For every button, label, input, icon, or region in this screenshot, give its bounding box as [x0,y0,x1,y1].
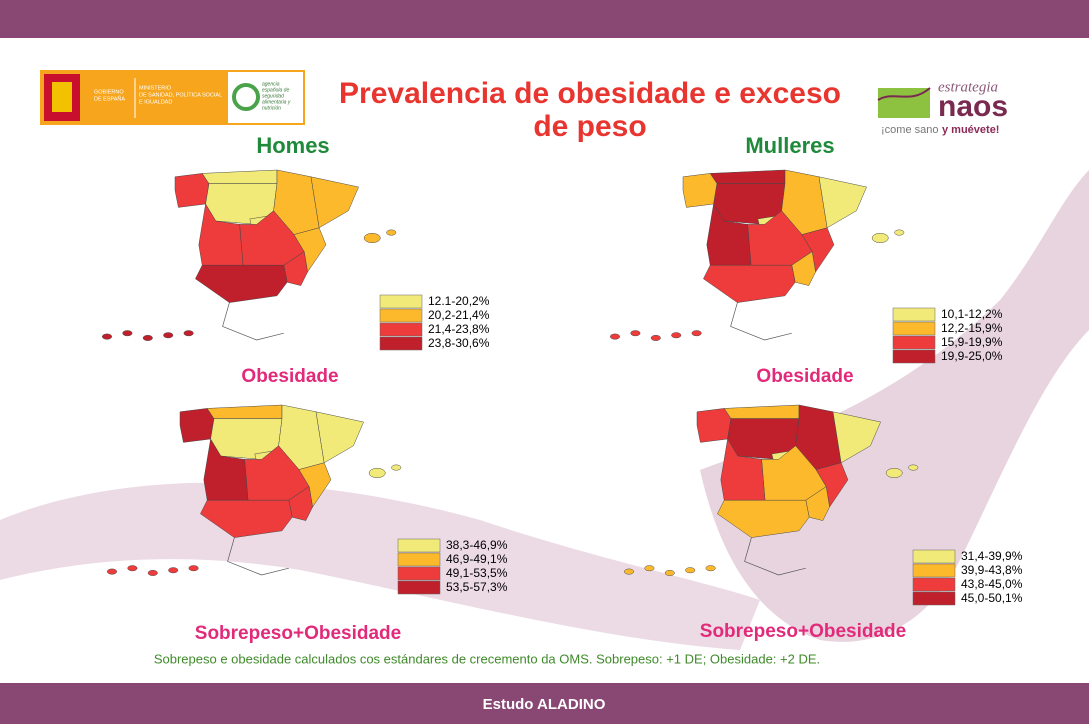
island [391,465,401,470]
legend-label: 10,1-12,2% [941,307,1003,321]
island [908,465,918,470]
section-heading: Mulleres [745,133,834,158]
island [128,565,138,570]
island [651,335,661,340]
legend-swatch [380,323,422,336]
region [175,173,209,207]
footer: Estudo ALADINO [483,696,606,713]
map-label: Sobrepeso+Obesidade [700,621,906,642]
legend-label: 19,9-25,0% [941,349,1003,363]
region [180,408,214,442]
title: de peso [533,110,646,143]
legend-swatch [380,309,422,322]
legend-swatch [893,322,935,335]
logo-text: y muévete! [942,124,999,136]
legend-swatch [893,308,935,321]
legend-label: 46,9-49,1% [446,552,508,566]
island [364,233,380,243]
legend-swatch [398,581,440,594]
island [872,233,888,243]
island [894,230,904,235]
legend-label: 43,8-45,0% [961,577,1023,591]
island [168,568,178,573]
slide: Estudo ALADINO GOBIERNO DE ESPAÑA MINIST… [0,0,1089,724]
legend-swatch [380,337,422,350]
map-label: Obesidade [241,366,338,387]
legend-swatch [893,336,935,349]
legend-swatch [380,295,422,308]
island [189,565,199,570]
island [610,334,620,339]
island [685,568,695,573]
logo-text: naos [938,90,1008,123]
island [143,335,153,340]
legend-swatch [913,550,955,563]
legend-label: 49,1-53,5% [446,566,508,580]
island [163,333,173,338]
legend-swatch [913,578,955,591]
island [631,330,641,335]
island [645,565,655,570]
legend-label: 15,9-19,9% [941,335,1003,349]
island [107,569,117,574]
legend-label: 23,8-30,6% [428,336,490,350]
logo-text: MINISTERIO [139,85,172,91]
island [624,569,634,574]
legend-swatch [398,567,440,580]
legend-label: 53,5-57,3% [446,580,508,594]
map-label: Sobrepeso+Obesidade [195,623,401,644]
legend-swatch [398,539,440,552]
footnote: Sobrepeso e obesidade calculados cos est… [154,651,820,666]
island [148,570,158,575]
island [102,334,112,339]
legend-label: 12.1-20,2% [428,294,490,308]
legend-label: 45,0-50,1% [961,591,1023,605]
island [692,330,702,335]
legend-label: 12,2-15,9% [941,321,1003,335]
title: Prevalencia de obesidade e exceso [339,77,841,110]
island [123,330,133,335]
legend-swatch [913,564,955,577]
island [665,570,675,575]
legend-swatch [893,350,935,363]
island [369,468,385,478]
legend-label: 21,4-23,8% [428,322,490,336]
island [184,330,194,335]
region [697,408,731,442]
island [671,333,681,338]
top-bar [0,0,1089,38]
legend-label: 20,2-21,4% [428,308,490,322]
logo-left: GOBIERNO DE ESPAÑA MINISTERIO DE SANIDAD… [40,70,305,125]
legend-swatch [398,553,440,566]
coat-of-arms [52,82,72,112]
legend-label: 38,3-46,9% [446,538,508,552]
section-heading: Homes [256,133,329,158]
legend-label: 31,4-39,9% [961,549,1023,563]
logo-text: DE ESPAÑA [94,95,125,102]
map-label: Obesidade [756,366,853,387]
island [386,230,396,235]
island [886,468,902,478]
legend-label: 39,9-43,8% [961,563,1023,577]
logo-text: GOBIERNO [94,89,124,95]
legend-swatch [913,592,955,605]
logo-text: E IGUALDAD [139,99,172,105]
region [683,173,717,207]
logo-text: DE SANIDAD, POLÍTICA SOCIAL [139,91,222,98]
island [706,565,716,570]
logo-text: ¡come sano [881,124,938,136]
logo-text: nutrición [262,105,281,111]
